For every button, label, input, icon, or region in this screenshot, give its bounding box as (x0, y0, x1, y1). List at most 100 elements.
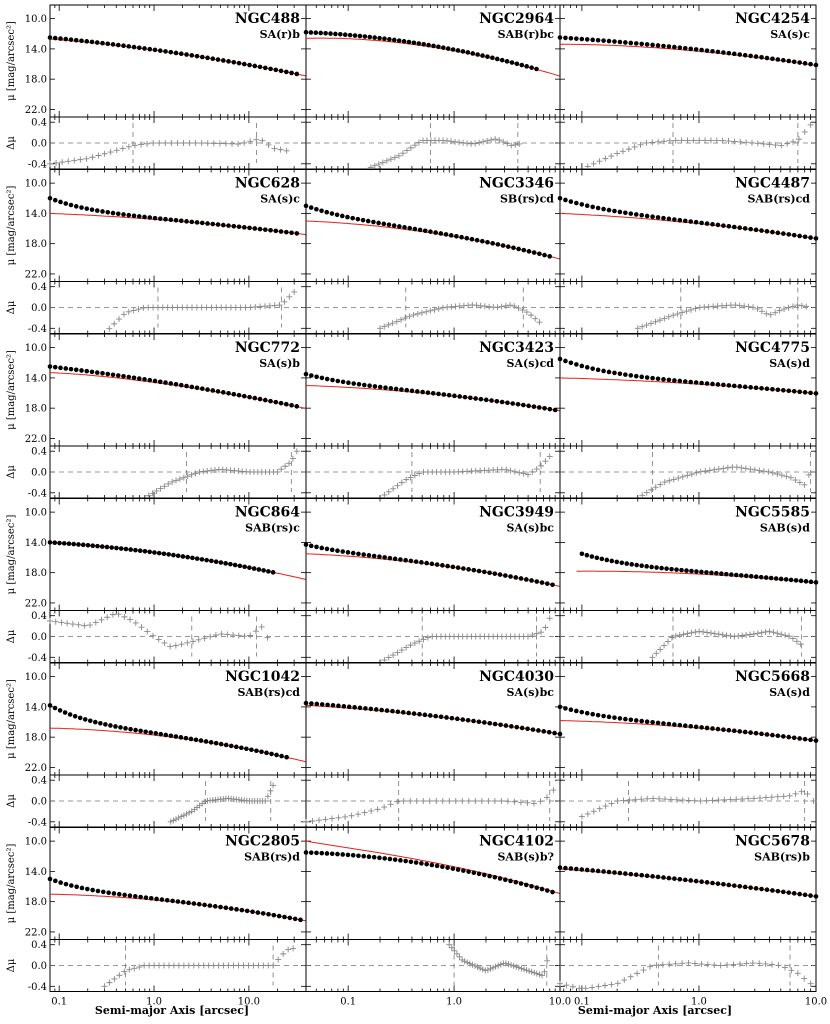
data-point (429, 561, 435, 567)
data-point (579, 363, 585, 369)
data-point (802, 61, 808, 66)
data-point (775, 230, 781, 236)
data-point (121, 43, 126, 49)
data-point (233, 744, 239, 750)
data-point (147, 46, 153, 52)
data-point (188, 736, 194, 742)
data-point (666, 875, 672, 881)
data-point (128, 547, 133, 552)
residual-point (638, 796, 645, 803)
data-point (434, 562, 440, 567)
residual-point (667, 796, 674, 803)
y-tick-label: 18.0 (25, 568, 47, 579)
galaxy-name: NGC4254 (735, 11, 810, 27)
residual-point (87, 622, 94, 629)
residual-point (259, 137, 266, 144)
data-point (294, 231, 300, 236)
residual-point (563, 982, 570, 989)
data-point (57, 708, 63, 713)
data-point (194, 385, 200, 391)
data-point (510, 401, 516, 406)
residual-point (754, 630, 761, 637)
residual-point (426, 798, 433, 804)
residual-point (459, 956, 466, 963)
residual-point (798, 302, 805, 309)
data-point (100, 370, 105, 376)
residual-point (89, 154, 96, 161)
data-point (509, 60, 515, 65)
data-point (178, 218, 184, 224)
residual-point (518, 965, 525, 972)
data-point (263, 65, 268, 71)
residual-point (529, 468, 536, 475)
data-point (173, 734, 179, 739)
residual-point (247, 138, 254, 145)
data-point (672, 217, 677, 222)
residual-point (280, 950, 287, 957)
data-point (606, 869, 612, 875)
data-point (171, 552, 176, 558)
data-point (445, 865, 450, 870)
residual-point (322, 816, 329, 823)
residual-point (399, 150, 406, 157)
residual-point (544, 957, 551, 964)
residual-point (448, 944, 455, 951)
data-point (492, 571, 498, 576)
data-point (251, 566, 257, 571)
residual-point (676, 632, 683, 639)
residual-point (786, 633, 793, 640)
data-point (460, 49, 466, 54)
residual-point (679, 473, 686, 480)
data-point (401, 39, 407, 44)
residual-point (461, 958, 468, 965)
data-point (644, 564, 649, 569)
data-point (189, 219, 195, 225)
data-point (47, 364, 53, 369)
residual-point (407, 144, 414, 151)
residual-point (83, 155, 90, 162)
data-point (704, 48, 710, 53)
data-point (376, 220, 381, 226)
residual-point (648, 486, 655, 493)
data-point (473, 396, 478, 401)
residual-point (125, 143, 132, 150)
data-point (411, 711, 417, 716)
data-point (775, 387, 781, 393)
data-point (450, 866, 456, 871)
data-point (361, 552, 366, 557)
data-point (710, 381, 715, 387)
residual-point (539, 972, 546, 979)
residual-point (692, 305, 699, 312)
residual-point (590, 160, 597, 167)
data-point (157, 216, 163, 221)
residual-point (794, 302, 801, 309)
residual-point (795, 136, 802, 143)
data-point (719, 571, 724, 577)
data-point (623, 40, 628, 45)
residual-point (672, 632, 679, 639)
data-point (89, 207, 95, 212)
residual-point (198, 140, 205, 147)
data-point (218, 741, 224, 747)
residual-point (253, 136, 260, 143)
residual-point (496, 137, 503, 144)
data-point (274, 752, 279, 758)
data-point (184, 219, 189, 224)
residual-point (115, 611, 122, 618)
data-point (797, 60, 802, 65)
residual-point (796, 479, 803, 486)
data-point (742, 52, 748, 58)
galaxy-name: NGC2805 (225, 834, 300, 850)
residual-point (258, 623, 265, 630)
data-point (382, 36, 387, 42)
data-point (268, 66, 273, 72)
resid-tick-label: 0.4 (31, 447, 47, 458)
residual-point (439, 304, 446, 311)
data-point (803, 579, 809, 584)
data-point (655, 215, 661, 220)
data-point (170, 898, 175, 904)
residual-point (172, 816, 179, 823)
data-point (770, 732, 775, 738)
data-point (308, 850, 314, 855)
